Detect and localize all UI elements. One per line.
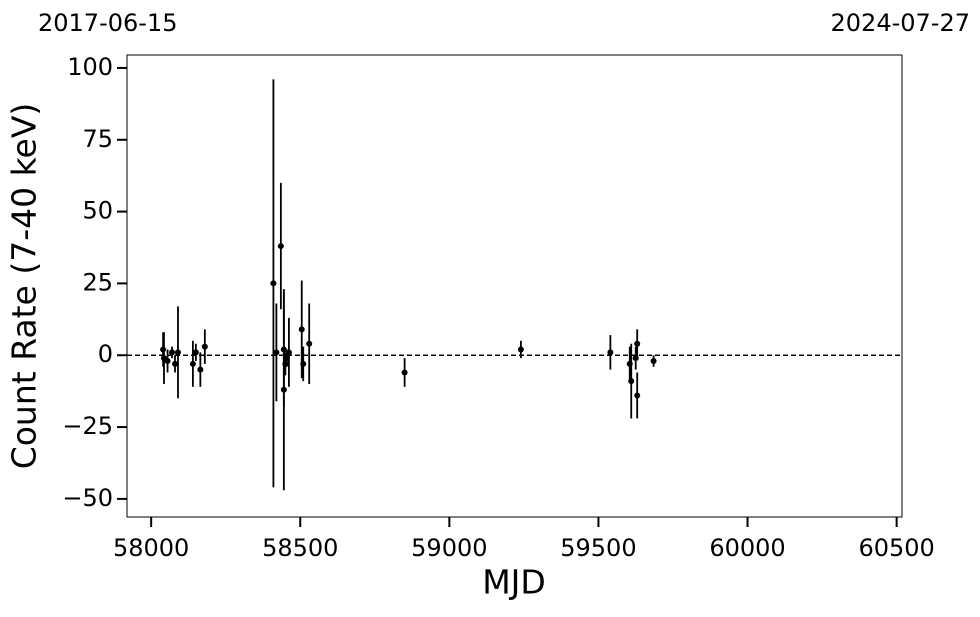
- data-point: [174, 349, 181, 356]
- y-tick-label: 25: [82, 268, 113, 296]
- data-point: [298, 326, 305, 333]
- data-point: [634, 392, 641, 399]
- data-point: [201, 343, 208, 350]
- data-point: [172, 360, 179, 367]
- top-right-label: 2024-07-27: [831, 9, 970, 37]
- plot-frame: [126, 54, 903, 518]
- y-tick-label: 75: [82, 125, 113, 153]
- data-point: [192, 349, 199, 356]
- data-point: [306, 340, 313, 347]
- y-tick-label: 100: [67, 53, 113, 81]
- y-tick-label: 0: [98, 340, 113, 368]
- x-tick-label: 60500: [858, 534, 934, 562]
- data-point: [270, 280, 277, 287]
- data-point: [650, 357, 657, 364]
- data-point: [634, 340, 641, 347]
- data-point: [164, 357, 171, 364]
- data-point: [280, 386, 287, 393]
- data-point: [401, 369, 408, 376]
- data-point: [517, 346, 524, 353]
- data-point: [300, 360, 307, 367]
- data-point: [197, 366, 204, 373]
- x-tick-label: 58000: [113, 534, 189, 562]
- data-point: [277, 243, 284, 250]
- data-point: [273, 349, 280, 356]
- data-point: [285, 349, 292, 356]
- top-left-label: 2017-06-15: [38, 9, 177, 37]
- x-axis-label: MJD: [482, 563, 546, 602]
- x-tick-label: 58500: [262, 534, 338, 562]
- x-tick-label: 60000: [709, 534, 785, 562]
- data-point: [628, 378, 635, 385]
- data-point: [607, 349, 614, 356]
- y-tick-label: −50: [62, 484, 113, 512]
- x-tick-label: 59500: [560, 534, 636, 562]
- data-point: [189, 360, 196, 367]
- y-tick-label: −25: [62, 412, 113, 440]
- y-tick-label: 50: [82, 197, 113, 225]
- x-tick-label: 59000: [411, 534, 487, 562]
- y-axis-label: Count Rate (7-40 keV): [5, 103, 44, 470]
- data-point: [169, 349, 176, 356]
